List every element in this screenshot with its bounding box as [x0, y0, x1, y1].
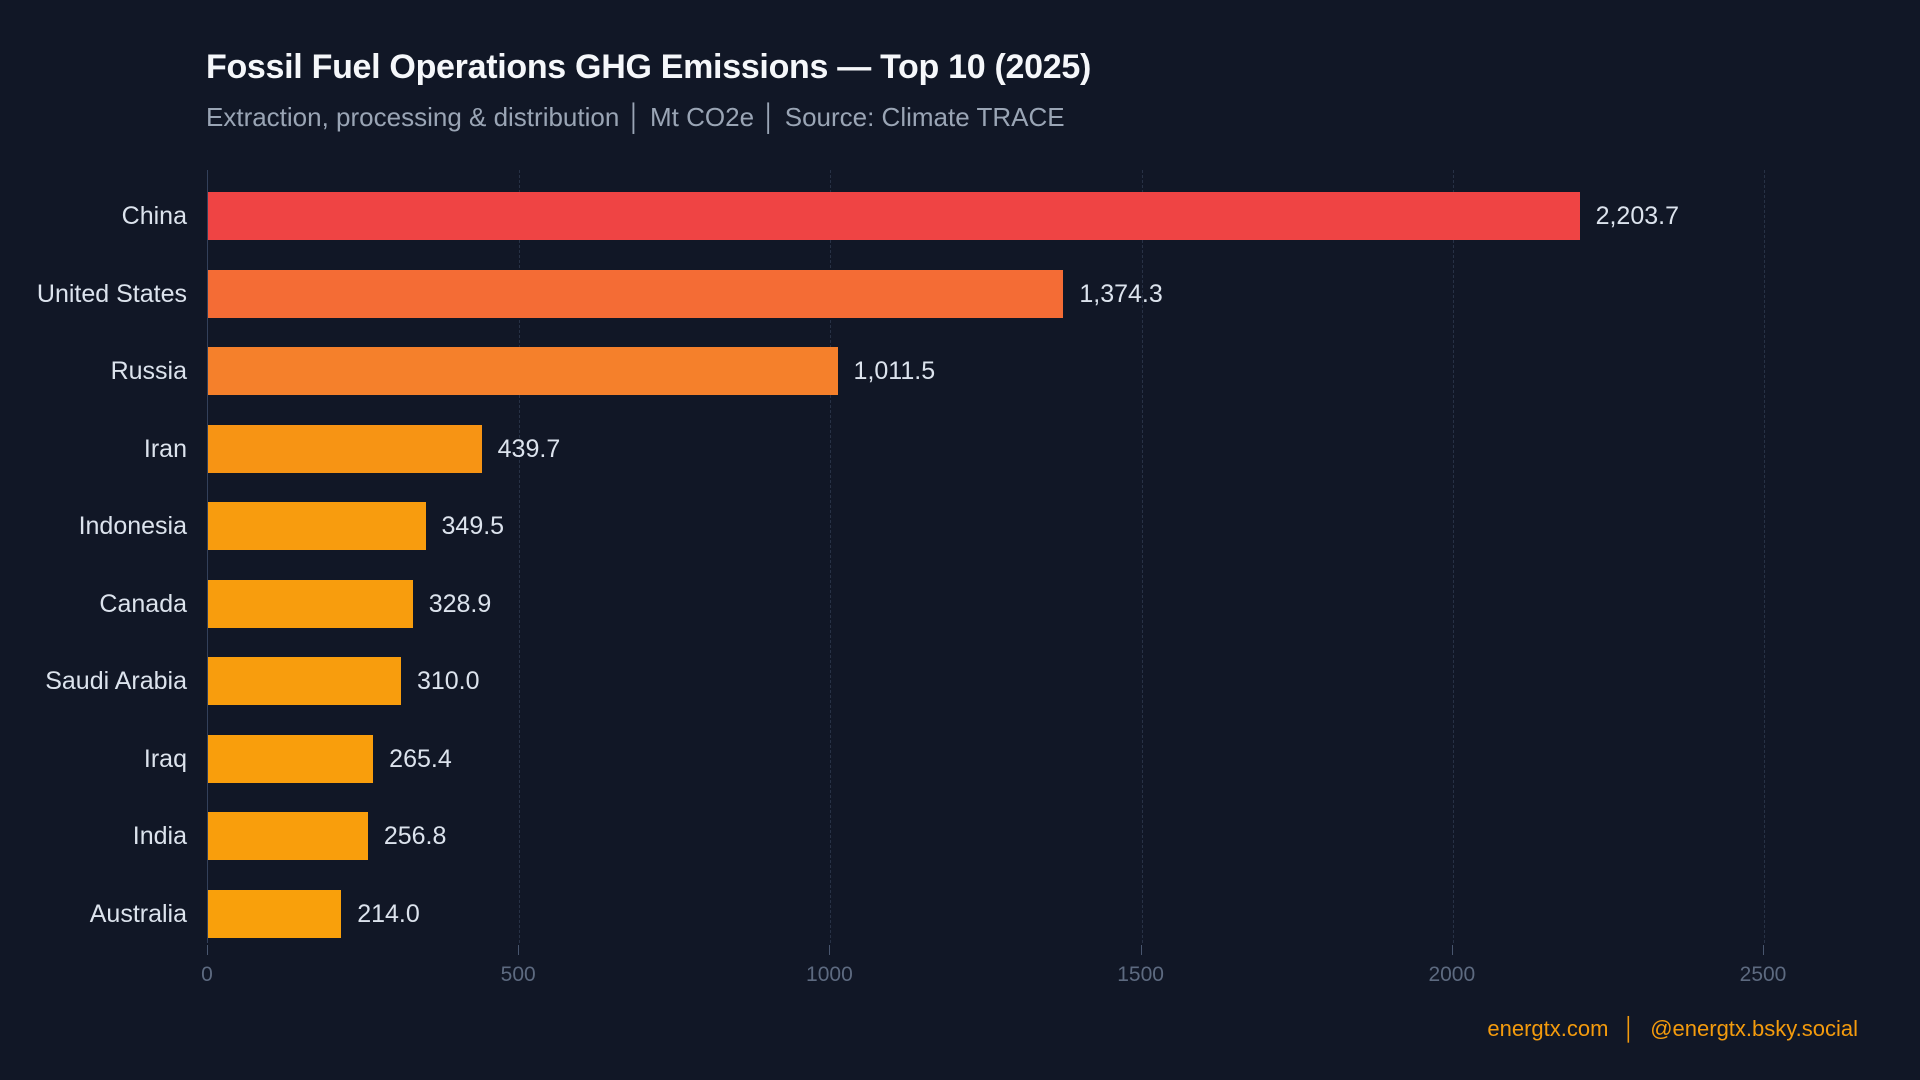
footer-attribution: energtx.com │ @energtx.bsky.social: [1487, 1016, 1858, 1042]
x-tick-mark-0: [207, 945, 208, 955]
category-label-australia: Australia: [89, 899, 187, 928]
footer-social-handle: @energtx.bsky.social: [1650, 1016, 1858, 1041]
bar-united-states: [208, 269, 1064, 318]
gridline-500: [519, 170, 521, 943]
x-tick-mark-500: [518, 945, 520, 955]
x-tick-label-0: 0: [201, 963, 213, 986]
bar-chart-plot-area: China 2,203.7 United States 1,374.3 Russia 1,…: [37, 170, 1808, 943]
category-label-india: India: [132, 822, 187, 850]
x-tick-mark-2500: [1763, 945, 1764, 955]
footer-separator: │: [1622, 1016, 1637, 1041]
bar-russia: [208, 347, 838, 395]
bar-indonesia: [208, 502, 426, 550]
value-label-iraq: 265.4: [389, 744, 452, 773]
category-label-united-states: United States: [36, 279, 187, 308]
bar-australia: [208, 889, 342, 938]
value-label-canada: 328.9: [428, 589, 492, 618]
bar-iraq: [208, 734, 374, 783]
value-label-united-states: 1,374.3: [1079, 279, 1163, 308]
gridline-1500: [1141, 170, 1143, 943]
bar-india: [208, 812, 368, 860]
value-label-indonesia: 349.5: [441, 512, 505, 540]
bar-iran: [208, 424, 482, 473]
category-label-russia: Russia: [110, 357, 187, 385]
x-tick-label-500: 500: [500, 963, 536, 986]
category-label-iran: Iran: [143, 434, 187, 463]
x-tick-mark-1000: [829, 945, 831, 955]
x-tick-label-1000: 1000: [806, 963, 853, 986]
value-label-russia: 1,011.5: [853, 357, 936, 385]
value-label-australia: 214.0: [357, 899, 420, 928]
value-label-china: 2,203.7: [1595, 202, 1679, 230]
x-tick-label-2000: 2000: [1428, 963, 1476, 986]
value-label-india: 256.8: [383, 822, 447, 850]
gridline-1000: [830, 170, 832, 943]
chart-title: Fossil Fuel Operations GHG Emissions — T…: [206, 48, 1091, 86]
bar-saudi-arabia: [208, 657, 401, 705]
value-label-iran: 439.7: [497, 434, 561, 463]
chart-subtitle: Extraction, processing & distribution │ …: [206, 102, 1065, 132]
x-tick-label-2500: 2500: [1739, 963, 1787, 986]
gridline-2500: [1764, 170, 1765, 943]
footer-website: energtx.com: [1487, 1016, 1609, 1041]
value-label-saudi-arabia: 310.0: [416, 667, 480, 695]
x-axis: 0 500 1000 1500 2000 2500: [201, 943, 1807, 1013]
bar-canada: [208, 579, 413, 628]
category-label-saudi-arabia: Saudi Arabia: [45, 667, 187, 695]
category-label-iraq: Iraq: [143, 744, 187, 773]
gridline-2000: [1452, 170, 1454, 943]
x-tick-label-1500: 1500: [1117, 963, 1164, 986]
category-label-canada: Canada: [99, 589, 187, 618]
category-label-indonesia: Indonesia: [78, 512, 187, 540]
x-tick-mark-1500: [1140, 945, 1142, 955]
x-tick-mark-2000: [1451, 945, 1453, 955]
bar-china: [208, 192, 1580, 240]
category-label-china: China: [121, 202, 187, 230]
